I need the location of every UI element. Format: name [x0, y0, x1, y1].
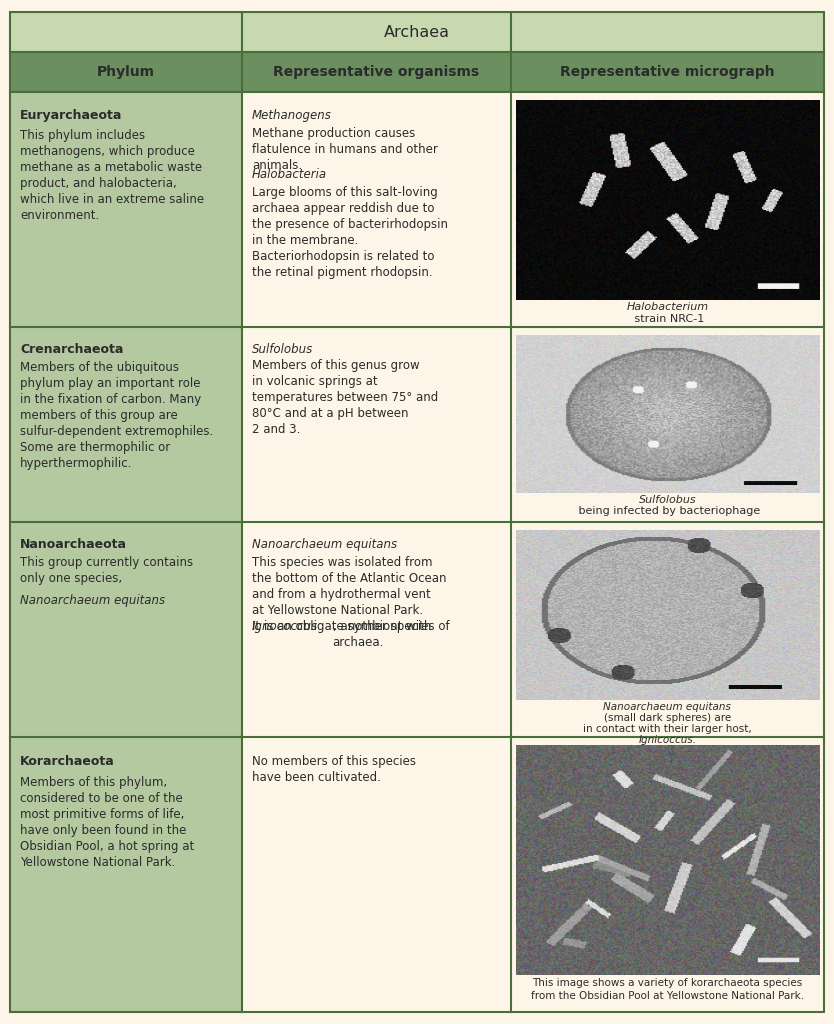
- Text: Members of this genus grow
in volcanic springs at
temperatures between 75° and
8: Members of this genus grow in volcanic s…: [252, 358, 438, 436]
- Text: Methanogens: Methanogens: [252, 110, 332, 122]
- Bar: [10, 327, 242, 522]
- Text: This image shows a variety of korarchaeota species: This image shows a variety of korarchaeo…: [532, 978, 802, 988]
- Bar: [10, 522, 242, 737]
- Bar: [510, 522, 824, 737]
- Text: Nanoarchaeum equitans: Nanoarchaeum equitans: [20, 594, 165, 607]
- Text: Members of the ubiquitous
phylum play an important role
in the fixation of carbo: Members of the ubiquitous phylum play an…: [20, 360, 214, 470]
- Text: .: .: [153, 594, 158, 607]
- Bar: [510, 52, 824, 92]
- Text: Euryarchaeota: Euryarchaeota: [20, 110, 123, 122]
- Text: This species was isolated from
the bottom of the Atlantic Ocean
and from a hydro: This species was isolated from the botto…: [252, 556, 446, 633]
- Text: This group currently contains
only one species,: This group currently contains only one s…: [20, 556, 193, 601]
- Text: Sulfolobus: Sulfolobus: [252, 343, 314, 355]
- Text: No members of this species
have been cultivated.: No members of this species have been cul…: [252, 755, 416, 784]
- Text: (small dark spheres) are: (small dark spheres) are: [604, 713, 731, 723]
- Text: in contact with their larger host,: in contact with their larger host,: [583, 724, 751, 733]
- Bar: [10, 12, 824, 52]
- Text: Representative micrograph: Representative micrograph: [560, 66, 775, 79]
- Bar: [242, 522, 510, 737]
- Text: strain NRC-1: strain NRC-1: [631, 314, 704, 325]
- Bar: [10, 737, 242, 1012]
- Text: Crenarchaeota: Crenarchaeota: [20, 343, 123, 355]
- Text: Nanoarchaeum equitans: Nanoarchaeum equitans: [252, 539, 397, 551]
- Text: Large blooms of this salt-loving
archaea appear reddish due to
the presence of b: Large blooms of this salt-loving archaea…: [252, 186, 448, 279]
- Text: Sulfolobus: Sulfolobus: [639, 495, 696, 505]
- Bar: [510, 737, 824, 1012]
- Text: This phylum includes
methanogens, which produce
methane as a metabolic waste
pro: This phylum includes methanogens, which …: [20, 129, 204, 222]
- Text: Representative organisms: Representative organisms: [274, 66, 480, 79]
- Bar: [10, 52, 242, 92]
- Text: Phylum: Phylum: [97, 66, 155, 79]
- Text: Halobacterium: Halobacterium: [626, 302, 708, 312]
- Text: , another species of
archaea.: , another species of archaea.: [333, 620, 450, 649]
- Text: Members of this phylum,
considered to be one of the
most primitive forms of life: Members of this phylum, considered to be…: [20, 775, 194, 868]
- Bar: [10, 92, 242, 327]
- Text: Nanoarchaeum equitans: Nanoarchaeum equitans: [603, 701, 731, 712]
- Bar: [242, 52, 510, 92]
- Text: Korarchaeota: Korarchaeota: [20, 755, 115, 768]
- Bar: [510, 327, 824, 522]
- Bar: [242, 92, 510, 327]
- Text: Halobacteria: Halobacteria: [252, 168, 327, 181]
- Text: from the Obsidian Pool at Yellowstone National Park.: from the Obsidian Pool at Yellowstone Na…: [530, 991, 804, 1000]
- Text: Ignococcus: Ignococcus: [252, 620, 318, 633]
- Text: Ignicoccus.: Ignicoccus.: [638, 735, 696, 744]
- Text: Archaea: Archaea: [384, 25, 450, 40]
- Text: Nanoarchaeota: Nanoarchaeota: [20, 539, 127, 551]
- Bar: [510, 92, 824, 327]
- Text: being infected by bacteriophage: being infected by bacteriophage: [575, 506, 760, 516]
- Bar: [242, 737, 510, 1012]
- Text: Methane production causes
flatulence in humans and other
animals.: Methane production causes flatulence in …: [252, 127, 438, 172]
- Bar: [242, 327, 510, 522]
